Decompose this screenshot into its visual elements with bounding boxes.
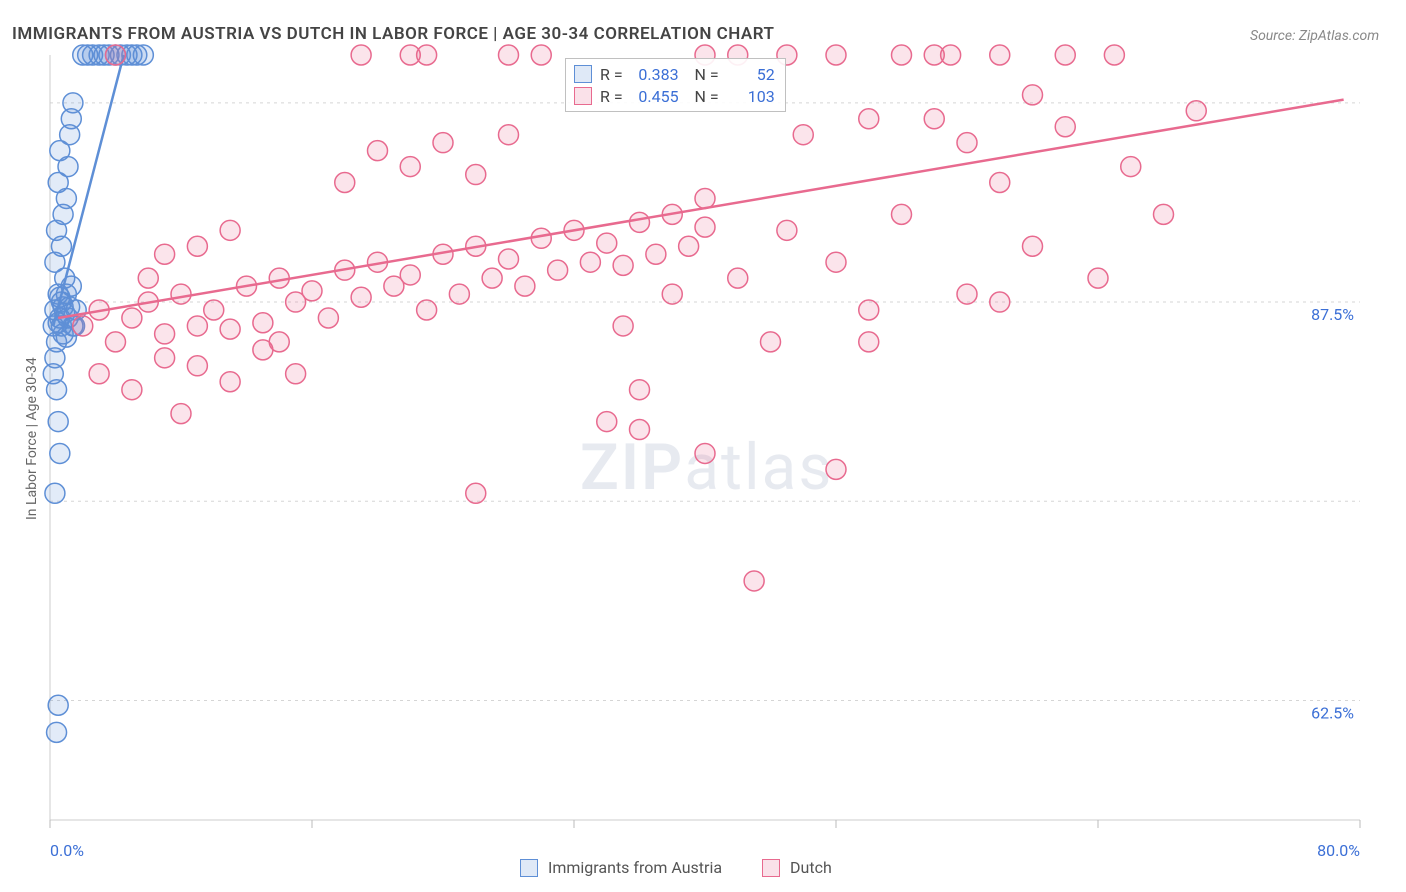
swatch-austria-2 — [520, 859, 538, 877]
correlation-stats-legend: R =0.383 N =52 R =0.455 N =103 — [565, 58, 786, 112]
scatter-chart: 62.5% 87.5% 0.0% 80.0% — [0, 0, 1406, 892]
series-dutch — [58, 45, 1343, 591]
svg-text:62.5%: 62.5% — [1311, 703, 1354, 722]
svg-text:80.0%: 80.0% — [1317, 841, 1360, 860]
svg-text:87.5%: 87.5% — [1311, 305, 1354, 324]
legend-item-austria: Immigrants from Austria — [520, 858, 722, 877]
stats-row-austria: R =0.383 N =52 — [574, 63, 775, 85]
legend-item-dutch: Dutch — [762, 858, 832, 877]
legend-label-austria: Immigrants from Austria — [548, 858, 722, 877]
stats-row-dutch: R =0.455 N =103 — [574, 85, 775, 107]
series-legend: Immigrants from Austria Dutch — [520, 858, 832, 877]
swatch-austria — [574, 65, 592, 83]
svg-text:0.0%: 0.0% — [50, 841, 84, 860]
swatch-dutch-2 — [762, 859, 780, 877]
legend-label-dutch: Dutch — [790, 858, 832, 877]
swatch-dutch — [574, 87, 592, 105]
